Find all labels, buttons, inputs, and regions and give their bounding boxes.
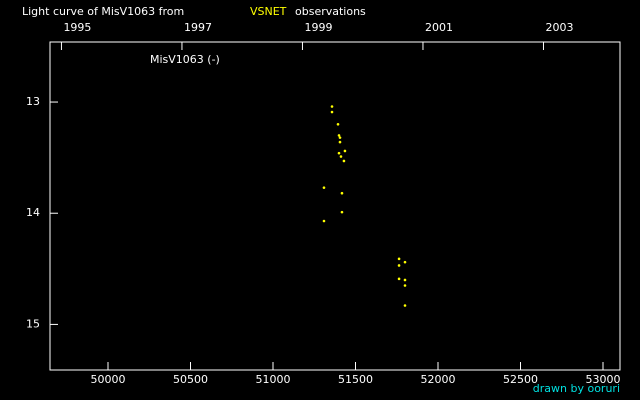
data-point [397, 277, 401, 281]
title-suffix: observations [295, 5, 366, 18]
data-point [403, 304, 407, 307]
x-tick-label: 50500 [173, 373, 208, 386]
data-point [338, 140, 342, 144]
data-point [330, 105, 334, 108]
data-point [403, 278, 407, 282]
data-point [322, 186, 326, 189]
title-link[interactable]: VSNET [250, 5, 287, 18]
x-tick-label: 52000 [421, 373, 456, 386]
title-prefix: Light curve of MisV1063 from [22, 5, 184, 18]
x2-tick-label: 2001 [425, 21, 453, 34]
x-tick-label: 53000 [586, 373, 621, 386]
data-point [403, 260, 407, 264]
credit: drawn by ooruri [533, 382, 620, 395]
data-point [336, 122, 340, 126]
y-tick-label: 14 [26, 206, 40, 219]
data-point [330, 110, 334, 114]
plot-frame [49, 41, 621, 371]
data-point [340, 210, 344, 214]
series-label: MisV1063 (-) [150, 53, 220, 66]
data-point [397, 257, 401, 261]
data-point [343, 149, 347, 153]
data-point [339, 155, 343, 158]
x-tick-label: 51500 [338, 373, 373, 386]
x2-tick-label: 1995 [63, 21, 91, 34]
x-tick-label: 51000 [256, 373, 291, 386]
data-point [342, 159, 346, 163]
y-tick-label: 13 [26, 95, 40, 108]
data-point [397, 264, 401, 267]
data-point [322, 219, 326, 223]
y-tick-label: 15 [26, 317, 40, 330]
data-point [338, 136, 342, 139]
x2-tick-label: 1997 [184, 21, 212, 34]
data-point [337, 134, 341, 137]
x2-tick-label: 1999 [304, 21, 332, 34]
x2-tick-label: 2003 [545, 21, 573, 34]
data-point [340, 191, 344, 195]
data-point [337, 151, 341, 155]
data-point [403, 284, 407, 287]
x-tick-label: 50000 [90, 373, 125, 386]
x-tick-label: 52500 [503, 373, 538, 386]
